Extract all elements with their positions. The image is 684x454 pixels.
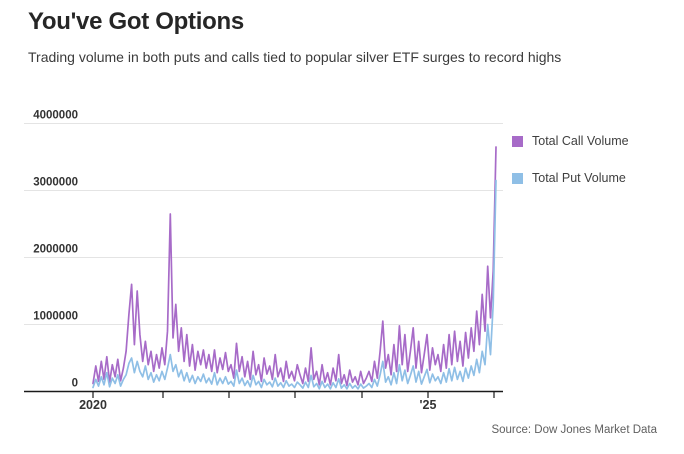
y-axis-tick-label: 0 — [72, 378, 78, 390]
put-volume-line — [92, 179, 497, 390]
chart-legend: Total Call Volume Total Put Volume — [512, 134, 629, 208]
x-axis-tick-label: '25 — [420, 398, 437, 412]
call-volume-line — [92, 146, 497, 387]
call-volume-swatch-icon — [512, 135, 523, 147]
y-axis-tick-label: 3000000 — [33, 177, 78, 189]
source-attribution: Source: Dow Jones Market Data — [491, 424, 657, 436]
legend-label-call-volume: Total Call Volume — [532, 134, 629, 148]
y-axis-tick-label: 2000000 — [33, 244, 78, 256]
legend-item-call-volume: Total Call Volume — [512, 134, 629, 148]
x-axis-tick-label: 2020 — [79, 398, 107, 412]
y-axis-tick-label: 1000000 — [33, 311, 78, 323]
put-volume-swatch-icon — [512, 172, 523, 184]
chart-title: You've Got Options — [28, 8, 244, 35]
y-axis-tick-label: 4000000 — [33, 110, 78, 122]
legend-item-put-volume: Total Put Volume — [512, 171, 629, 185]
chart-subtitle: Trading volume in both puts and calls ti… — [28, 49, 562, 65]
legend-label-put-volume: Total Put Volume — [532, 171, 626, 185]
